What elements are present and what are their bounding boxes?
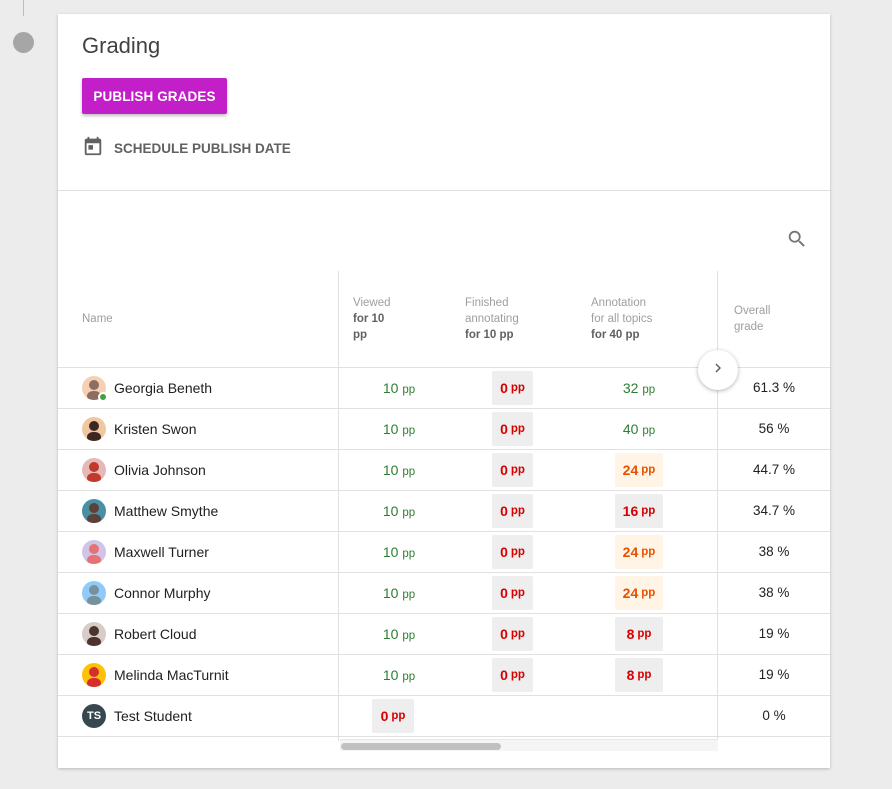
overall-grade: 44.7 %: [752, 462, 796, 477]
annotation-score-badge: 24 pp: [615, 453, 663, 487]
column-separator: [717, 271, 718, 741]
annotation-score: 32 pp: [622, 380, 656, 396]
viewed-score: 10 pp: [382, 503, 416, 519]
viewed-score: 10 pp: [382, 626, 416, 642]
finished-score-badge: 0 pp: [492, 494, 533, 528]
finished-score-badge: 0 pp: [492, 658, 533, 692]
viewed-score: 10 pp: [382, 667, 416, 683]
table-header: Name Viewed for 10 pp Finished annotatin…: [58, 271, 830, 367]
finished-score-badge: 0 pp: [492, 535, 533, 569]
viewed-score-badge: 0 pp: [372, 699, 414, 733]
annotation-score: 40 pp: [622, 421, 656, 437]
table-row[interactable]: Kristen Swon 10 pp 0 pp 40 pp 56 %: [58, 408, 830, 449]
table-row[interactable]: TS Test Student 0 pp 0 %: [58, 695, 830, 736]
schedule-publish-date-button[interactable]: SCHEDULE PUBLISH DATE: [82, 135, 291, 162]
overall-grade: 61.3 %: [752, 380, 796, 395]
header-overall: Overall grade: [734, 305, 771, 333]
table-row[interactable]: Maxwell Turner 10 pp 0 pp 24 pp 38 %: [58, 531, 830, 572]
finished-score-badge: 0 pp: [492, 412, 533, 446]
table-bottom-border: [58, 736, 830, 737]
student-name[interactable]: Kristen Swon: [114, 421, 197, 437]
table-row[interactable]: Matthew Smythe 10 pp 0 pp 16 pp 34.7 %: [58, 490, 830, 531]
scrollbar-thumb[interactable]: [341, 743, 501, 750]
overall-grade: 34.7 %: [752, 503, 796, 518]
finished-score-badge: 0 pp: [492, 371, 533, 405]
column-separator: [338, 271, 339, 741]
avatar: [82, 622, 106, 646]
online-status-icon: [98, 392, 108, 402]
annotation-score-badge: 24 pp: [615, 535, 663, 569]
overall-grade: 19 %: [758, 626, 790, 641]
avatar: [82, 417, 106, 441]
avatar: [82, 499, 106, 523]
header-annotation: Annotation for all topics for 40 pp: [591, 297, 653, 341]
overall-grade: 38 %: [758, 544, 790, 559]
student-name[interactable]: Georgia Beneth: [114, 380, 213, 396]
viewed-score: 10 pp: [382, 421, 416, 437]
timeline-dot: [13, 32, 34, 53]
horizontal-scrollbar[interactable]: [340, 739, 718, 751]
annotation-score-badge: 24 pp: [615, 576, 663, 610]
avatar: [82, 540, 106, 564]
overall-grade: 19 %: [758, 667, 790, 682]
student-name[interactable]: Maxwell Turner: [114, 544, 209, 560]
avatar: [82, 663, 106, 687]
overall-grade: 38 %: [758, 585, 790, 600]
annotation-score-badge: 16 pp: [615, 494, 663, 528]
viewed-score: 10 pp: [382, 585, 416, 601]
avatar: TS: [82, 704, 106, 728]
table-row[interactable]: Connor Murphy 10 pp 0 pp 24 pp 38 %: [58, 572, 830, 613]
header-viewed: Viewed for 10 pp: [353, 297, 391, 341]
table-row[interactable]: Georgia Beneth 10 pp 0 pp 32 pp 61.3 %: [58, 367, 830, 408]
annotation-score-badge: 8 pp: [615, 658, 663, 692]
table-row[interactable]: Robert Cloud 10 pp 0 pp 8 pp 19 %: [58, 613, 830, 654]
finished-score-badge: 0 pp: [492, 576, 533, 610]
avatar: [82, 458, 106, 482]
avatar: [82, 581, 106, 605]
header-name: Name: [82, 313, 113, 325]
overall-grade: 56 %: [758, 421, 790, 436]
viewed-score: 10 pp: [382, 462, 416, 478]
student-name[interactable]: Connor Murphy: [114, 585, 211, 601]
student-name[interactable]: Matthew Smythe: [114, 503, 219, 519]
avatar: [82, 376, 106, 400]
table-row[interactable]: Melinda MacTurnit 10 pp 0 pp 8 pp 19 %: [58, 654, 830, 695]
finished-score-badge: 0 pp: [492, 617, 533, 651]
timeline-line: [23, 0, 24, 16]
table-row[interactable]: Olivia Johnson 10 pp 0 pp 24 pp 44.7 %: [58, 449, 830, 490]
viewed-score: 10 pp: [382, 380, 416, 396]
header-finished: Finished annotating for 10 pp: [465, 297, 519, 341]
finished-score-badge: 0 pp: [492, 453, 533, 487]
chevron-right-icon: [709, 359, 727, 382]
publish-grades-button[interactable]: PUBLISH GRADES: [82, 78, 227, 114]
grading-card: Grading PUBLISH GRADES SCHEDULE PUBLISH …: [58, 14, 830, 768]
schedule-publish-date-label: SCHEDULE PUBLISH DATE: [114, 140, 291, 156]
overall-grade: 0 %: [762, 708, 786, 723]
student-name[interactable]: Test Student: [114, 708, 192, 724]
annotation-score-badge: 8 pp: [615, 617, 663, 651]
scroll-columns-right-button[interactable]: [698, 350, 738, 390]
divider: [58, 190, 830, 191]
viewed-score: 10 pp: [382, 544, 416, 560]
page-title: Grading: [82, 33, 161, 58]
student-name[interactable]: Melinda MacTurnit: [114, 667, 229, 683]
calendar-icon: [82, 135, 104, 162]
student-name[interactable]: Robert Cloud: [114, 626, 197, 642]
student-name[interactable]: Olivia Johnson: [114, 462, 206, 478]
search-icon[interactable]: [786, 228, 808, 250]
